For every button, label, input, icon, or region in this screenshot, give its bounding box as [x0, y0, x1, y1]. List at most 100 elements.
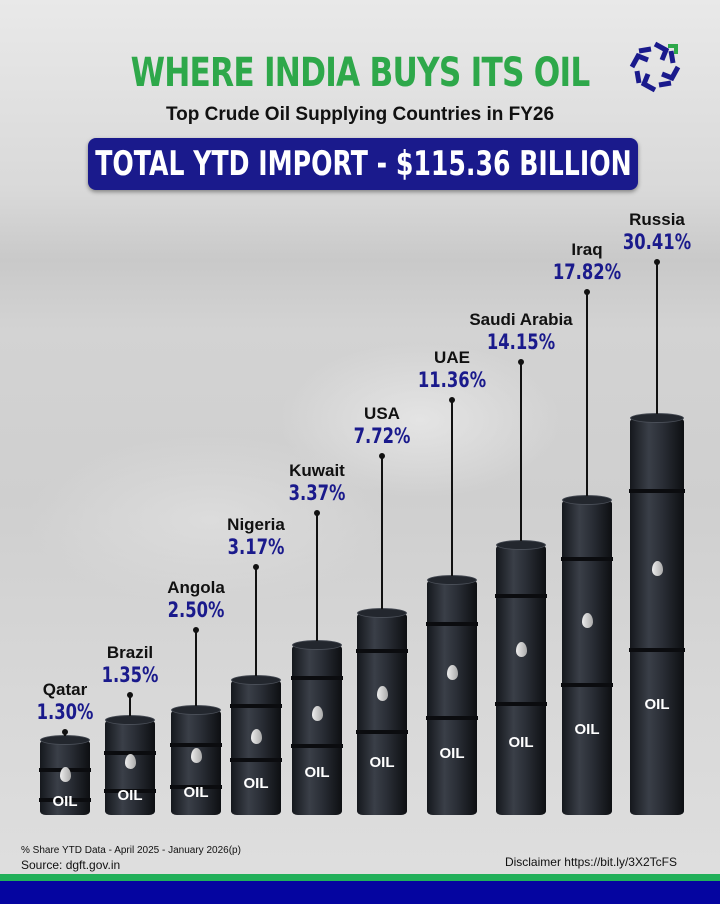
barrel-rib	[629, 648, 685, 652]
barrel-rib	[291, 676, 343, 680]
oil-drop-icon	[125, 754, 136, 769]
oil-drop-icon	[516, 642, 527, 657]
data-label: Qatar 1.30%	[0, 680, 135, 724]
country-label: Qatar	[42, 680, 88, 699]
page-title: WHERE INDIA BUYS ITS OIL	[130, 50, 591, 96]
disclaimer-link[interactable]: Disclaimer https://bit.ly/3X2TcFS	[504, 855, 677, 869]
oil-drop-icon	[251, 729, 262, 744]
footer-blue-bar	[0, 881, 720, 904]
percent-label: 30.41%	[622, 230, 692, 254]
barrel-lid	[105, 715, 155, 725]
country-label: Brazil	[106, 643, 154, 662]
oil-drop-icon	[447, 665, 458, 680]
barrel-oil-text: OIL	[439, 745, 465, 762]
country-label: UAE	[434, 348, 470, 367]
oil-drop-icon	[652, 561, 663, 576]
barrel-lid	[357, 608, 407, 618]
data-note: % Share YTD Data - April 2025 - January …	[21, 845, 241, 856]
percent-label: 1.35%	[101, 663, 159, 687]
footer-green-stripe	[0, 874, 720, 881]
oil-drop-icon	[582, 613, 593, 628]
barrel-bar-kuwait: OIL	[291, 640, 343, 815]
barrel-rib	[104, 751, 156, 755]
subtitle: Top Crude Oil Supplying Countries in FY2…	[165, 104, 555, 125]
barrel-rib	[426, 716, 478, 720]
barrel-oil-text: OIL	[508, 734, 534, 751]
percent-label: 3.37%	[288, 481, 346, 505]
barrel-bar-nigeria: OIL	[230, 675, 282, 815]
barrel-rib	[356, 649, 408, 653]
barrel-rib	[629, 489, 685, 493]
barrel-lid	[231, 675, 281, 685]
barrel-bar-usa: OIL	[356, 608, 408, 815]
leader-line	[127, 692, 133, 716]
leader-line	[654, 259, 660, 414]
barrel-rib	[561, 557, 613, 561]
oil-drop-icon	[377, 686, 388, 701]
data-label: Brazil 1.35%	[60, 643, 200, 687]
barrel-oil-text: OIL	[644, 696, 670, 713]
barrel-oil-text: OIL	[183, 784, 209, 801]
country-label: USA	[364, 404, 400, 423]
barrel-rib	[39, 798, 91, 802]
leader-line	[584, 289, 590, 496]
data-label: UAE 11.36%	[382, 348, 522, 392]
data-label: Saudi Arabia 14.15%	[451, 310, 591, 354]
barrel-rib	[230, 704, 282, 708]
percent-label: 14.15%	[486, 330, 556, 354]
barrel-rib	[230, 758, 282, 762]
data-label: Kuwait 3.37%	[247, 461, 387, 505]
leader-line	[193, 627, 199, 706]
leader-line	[518, 359, 524, 541]
barrel-lid	[630, 413, 684, 423]
oil-drop-icon	[312, 706, 323, 721]
barrel-bar-uae: OIL	[426, 575, 478, 815]
barrel-lid	[171, 705, 221, 715]
percent-label: 1.30%	[36, 700, 94, 724]
barrel-oil-text: OIL	[574, 721, 600, 738]
percent-label: 7.72%	[353, 424, 411, 448]
country-label: Angola	[167, 578, 225, 597]
data-label: USA 7.72%	[312, 404, 452, 448]
leader-line	[449, 397, 455, 576]
barrel-oil-text: OIL	[369, 754, 395, 771]
barrel-oil-text: OIL	[52, 793, 78, 810]
total-import-text: TOTAL YTD IMPORT - $115.36 BILLION	[94, 144, 632, 184]
leader-line	[62, 729, 68, 736]
country-label: Saudi Arabia	[469, 310, 573, 329]
barrel-lid	[562, 495, 612, 505]
total-import-banner: TOTAL YTD IMPORT - $115.36 BILLION	[88, 138, 638, 190]
leader-line	[253, 564, 259, 676]
barrel-bar-russia: OIL	[629, 413, 685, 815]
barrel-rib	[356, 730, 408, 734]
country-label: Kuwait	[289, 461, 345, 480]
barrel-lid	[496, 540, 546, 550]
barrel-lid	[292, 640, 342, 650]
barrel-oil-text: OIL	[117, 787, 143, 804]
barrel-bar-saudi-arabia: OIL	[495, 540, 547, 815]
data-label: Russia 30.41%	[587, 210, 720, 254]
barrel-rib	[561, 683, 613, 687]
data-label: Nigeria 3.17%	[186, 515, 326, 559]
data-label: Angola 2.50%	[126, 578, 266, 622]
percent-label: 17.82%	[552, 260, 622, 284]
barrel-rib	[426, 622, 478, 626]
leader-line	[314, 510, 320, 641]
barrel-oil-text: OIL	[243, 775, 269, 792]
percent-label: 2.50%	[167, 598, 225, 622]
country-label: Iraq	[571, 240, 603, 259]
oil-drop-icon	[191, 748, 202, 763]
percent-label: 3.17%	[227, 535, 285, 559]
country-label: Nigeria	[227, 515, 285, 534]
barrel-lid	[40, 735, 90, 745]
barrel-rib	[170, 785, 222, 789]
barrel-bar-brazil: OIL	[104, 715, 156, 815]
barrel-rib	[495, 594, 547, 598]
leader-line	[379, 453, 385, 609]
barrel-rib	[495, 702, 547, 706]
barrel-lid	[427, 575, 477, 585]
brand-logo-icon	[629, 41, 681, 93]
country-label: Russia	[629, 210, 685, 229]
barrel-bar-qatar: OIL	[39, 735, 91, 815]
